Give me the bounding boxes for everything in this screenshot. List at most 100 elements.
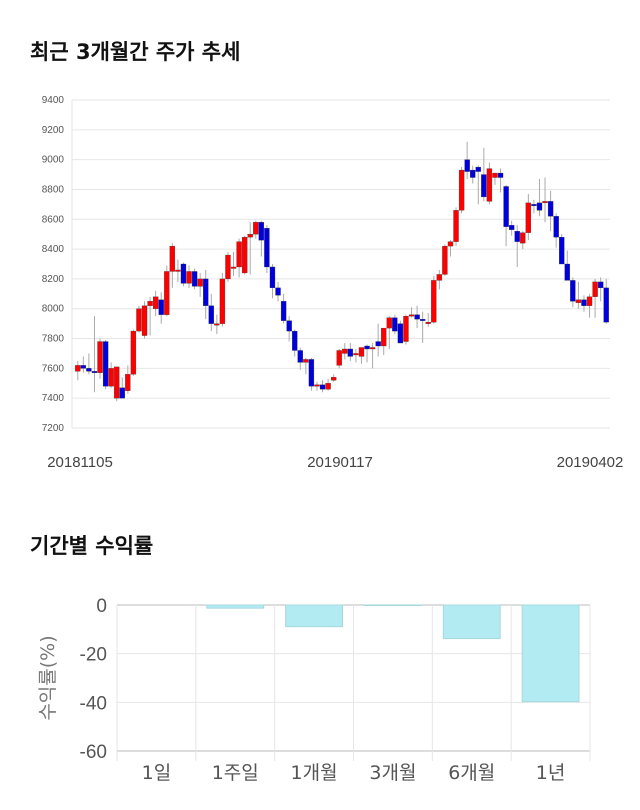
- candle: [397, 323, 404, 344]
- x-tick-label: 20190117: [307, 454, 373, 471]
- returns-title: 기간별 수익률: [30, 534, 154, 558]
- x-tick-label: 1개월: [291, 762, 338, 784]
- candle: [208, 305, 214, 324]
- y-axis-label: 수익률(%): [37, 635, 59, 720]
- candle: [381, 327, 387, 347]
- candle: [559, 237, 565, 265]
- candle: [581, 299, 587, 306]
- candle: [347, 348, 353, 357]
- candle: [108, 368, 114, 387]
- candle: [280, 301, 287, 321]
- candle: [514, 231, 520, 242]
- candle: [247, 234, 253, 238]
- candle: [130, 330, 137, 375]
- candle: [492, 172, 498, 178]
- candle: [269, 266, 276, 289]
- x-tick-label: 20190402: [557, 454, 624, 471]
- candle: [292, 330, 298, 351]
- candle: [80, 365, 86, 369]
- candle: [520, 232, 526, 244]
- candle: [97, 341, 103, 373]
- candle: [214, 323, 220, 326]
- candle: [503, 186, 509, 227]
- candle: [403, 316, 409, 342]
- x-tick-label: 20181105: [47, 454, 113, 471]
- candle: [219, 278, 226, 324]
- y-tick-label: 9200: [42, 125, 65, 136]
- candle: [547, 201, 554, 217]
- candle: [158, 299, 164, 315]
- candle: [75, 365, 81, 372]
- y-tick-label: 7400: [42, 393, 65, 404]
- bar: [521, 604, 580, 703]
- bar: [206, 604, 265, 609]
- candle: [203, 278, 209, 306]
- candle: [369, 347, 376, 350]
- y-tick-label: -60: [80, 742, 107, 763]
- candle: [525, 202, 531, 233]
- candle: [91, 371, 98, 373]
- candle: [325, 383, 331, 390]
- candle: [408, 314, 415, 317]
- candle: [603, 287, 609, 323]
- bar: [285, 604, 343, 628]
- candle: [414, 314, 420, 320]
- candle: [253, 222, 259, 235]
- candle: [564, 263, 570, 281]
- candle: [364, 345, 370, 350]
- candle: [353, 353, 359, 356]
- candle: [336, 350, 342, 366]
- candle: [447, 241, 454, 247]
- candle: [264, 228, 270, 268]
- candle: [420, 319, 426, 321]
- candle: [114, 366, 120, 399]
- candle: [509, 225, 515, 230]
- candle: [303, 359, 309, 363]
- y-tick-label: 8000: [42, 304, 65, 315]
- candle: [86, 368, 92, 372]
- candle: [136, 308, 142, 332]
- candlestick-chart: 7200 7400 7600 7800 8000 8200 8400 8600 8800 9000…: [42, 95, 624, 471]
- candle: [592, 281, 598, 297]
- y-tick-label: 0: [96, 596, 107, 617]
- candle: [119, 387, 125, 399]
- candle: [358, 347, 365, 357]
- y-tick-label: 9000: [42, 155, 65, 166]
- candle: [164, 271, 170, 315]
- candle: [470, 169, 476, 178]
- candle: [175, 269, 181, 272]
- candle: [153, 296, 159, 309]
- candle: [598, 281, 604, 289]
- candle: [102, 341, 109, 387]
- candle: [575, 299, 582, 303]
- candle: [342, 348, 348, 354]
- y-tick-label: 8400: [42, 244, 65, 255]
- candle: [542, 201, 548, 204]
- candle: [197, 278, 203, 287]
- candle: [314, 384, 320, 387]
- candle: [586, 296, 593, 306]
- candle: [436, 274, 442, 281]
- y-tick-label: -40: [80, 693, 107, 714]
- candle: [486, 168, 493, 202]
- candle: [141, 305, 148, 336]
- bar: [442, 604, 501, 640]
- candle: [169, 245, 175, 272]
- candle: [475, 166, 481, 172]
- candle: [453, 210, 459, 242]
- candle: [180, 263, 187, 284]
- candle: [553, 216, 559, 238]
- candle: [375, 341, 381, 347]
- y-tick-label: 8600: [42, 214, 65, 225]
- candle: [331, 377, 337, 381]
- candle: [442, 245, 448, 275]
- y-tick-label: 8800: [42, 184, 65, 195]
- y-tick-label: 9400: [42, 95, 65, 106]
- candle: [431, 280, 437, 323]
- candle: [497, 172, 504, 178]
- candle: [425, 321, 431, 324]
- candle: [464, 159, 470, 172]
- candle: [242, 237, 248, 274]
- x-tick-label: 1년: [536, 762, 566, 784]
